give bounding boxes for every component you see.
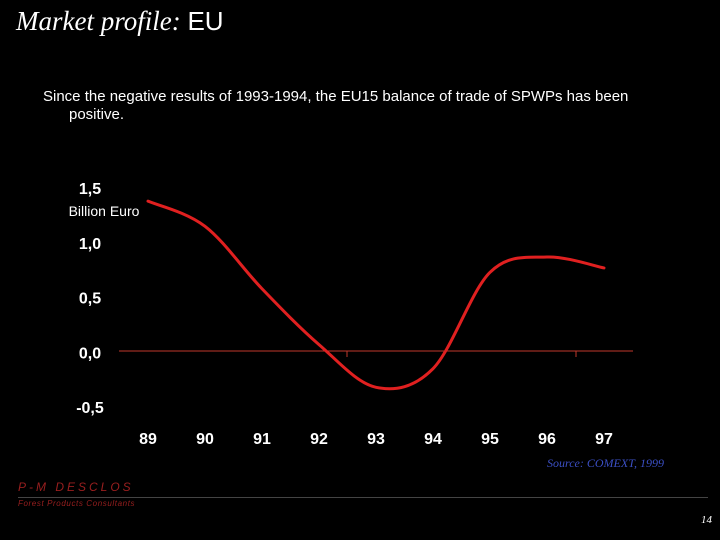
x-tick-label: 90 xyxy=(196,431,214,448)
company-logo-name: P-M DESCLOS xyxy=(18,480,134,494)
y-tick-label: 0,0 xyxy=(79,345,101,362)
series-line xyxy=(146,199,606,391)
x-tick-label: 92 xyxy=(310,431,328,448)
y-tick-label: 0,5 xyxy=(79,291,101,308)
page-number: 14 xyxy=(701,514,712,526)
x-tick-label: 89 xyxy=(139,431,157,448)
logo-divider xyxy=(18,497,708,498)
company-logo-tagline: Forest Products Consultants xyxy=(18,499,136,508)
y-axis-unit-label: Billion Euro xyxy=(69,203,140,219)
x-tick-label: 91 xyxy=(253,431,271,448)
y-axis-tick-labels: 1,5 1,0 0,5 0,0 -0,5 xyxy=(76,181,104,417)
slide-subtitle-text: Since the negative results of 1993-1994,… xyxy=(43,88,629,123)
x-tick-label: 93 xyxy=(367,431,385,448)
x-axis-tick-labels: 89 90 91 92 93 94 95 96 97 xyxy=(139,431,613,448)
slide-title-region: EU xyxy=(187,6,224,36)
slide-title: Market profile: EU xyxy=(16,6,224,37)
y-tick-label: -0,5 xyxy=(76,400,104,417)
source-note: Source: COMEXT, 1999 xyxy=(547,456,664,470)
slide-title-text: Market profile: xyxy=(16,6,188,36)
y-tick-label: 1,5 xyxy=(79,181,101,198)
y-tick-label: 1,0 xyxy=(79,236,101,253)
x-tick-label: 95 xyxy=(481,431,499,448)
x-tick-label: 97 xyxy=(595,431,613,448)
x-tick-label: 96 xyxy=(538,431,556,448)
x-tick-label: 94 xyxy=(424,431,442,448)
slide-subtitle: Since the negative results of 1993-1994,… xyxy=(43,88,663,124)
